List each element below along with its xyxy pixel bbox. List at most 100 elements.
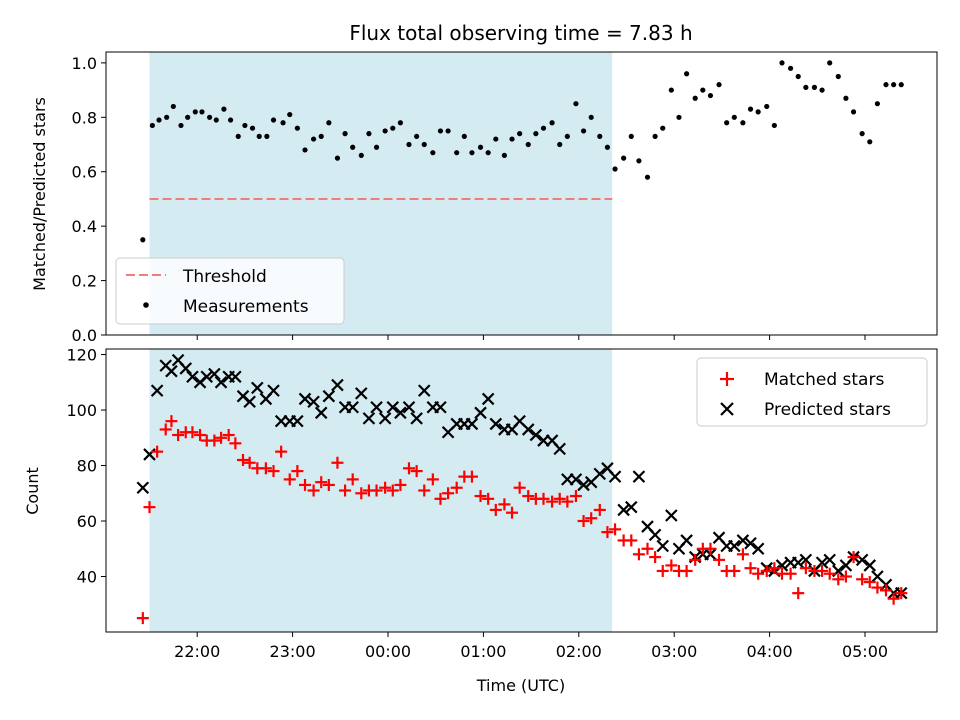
matched-point [394, 478, 407, 491]
measurement-point [185, 114, 191, 120]
matched-point [355, 487, 368, 500]
legend-measurements-label: Measurements [183, 297, 309, 317]
predicted-point [136, 481, 150, 495]
measurement-point [676, 114, 682, 120]
matched-point [186, 426, 199, 439]
measurement-point [326, 120, 332, 126]
matched-point [799, 562, 812, 575]
legend-predicted-swatch [720, 402, 734, 416]
predicted-point [665, 509, 678, 522]
measurement-point [406, 141, 412, 148]
matched-point [465, 470, 478, 483]
predicted-point [402, 400, 416, 414]
bottom-y-ticks: 40 60 80 100 120 [66, 346, 106, 587]
measurement-point [310, 136, 317, 142]
matched-point [450, 481, 463, 494]
measurement-point [256, 133, 262, 139]
matched-point [736, 548, 749, 561]
predicted-point [243, 395, 256, 408]
matched-point [172, 429, 185, 442]
matched-point [386, 484, 399, 497]
measurement-point [270, 117, 277, 123]
matched-point [331, 456, 344, 469]
matched-point [151, 445, 164, 458]
matched-point [752, 567, 765, 580]
measurement-point [294, 125, 300, 131]
x-tick-label: 01:00 [460, 642, 506, 661]
matched-point [713, 553, 726, 566]
predicted-point [150, 384, 164, 397]
measurement-point [437, 128, 444, 134]
y-tick-label: 0.8 [72, 108, 97, 127]
predicted-point [569, 473, 583, 486]
predicted-point [314, 406, 328, 420]
measurement-point [883, 82, 889, 88]
matched-point [379, 481, 392, 494]
measurement-point [859, 131, 865, 137]
matched-point [887, 592, 900, 605]
measurement-point [477, 144, 484, 150]
matched-point [585, 512, 598, 525]
measurement-point [235, 133, 241, 139]
measurement-point [707, 92, 714, 99]
predicted-point [322, 389, 336, 403]
measurement-point [898, 82, 904, 88]
measurement-point [501, 152, 507, 159]
x-tick-label: 23:00 [270, 642, 316, 661]
measurement-point [668, 87, 674, 93]
measurement-point [358, 152, 364, 159]
measurement-point [517, 131, 523, 137]
matched-point [649, 551, 662, 564]
measurement-point [207, 114, 213, 120]
measurement-point [636, 158, 642, 164]
measurement-point [414, 133, 420, 139]
matched-point [553, 492, 566, 505]
predicted-point [736, 534, 750, 547]
legend-matched-swatch [720, 372, 734, 386]
measurement-point [373, 144, 380, 150]
measurement-point [382, 128, 388, 134]
x-tick-label: 03:00 [651, 642, 697, 661]
predicted-point [799, 553, 813, 567]
matched-point [728, 564, 741, 577]
measurement-point [170, 103, 176, 110]
measurement-point [469, 150, 475, 156]
measurement-point [178, 122, 184, 129]
measurement-point [350, 144, 356, 150]
predicted-point [863, 559, 877, 572]
predicted-point [617, 503, 630, 517]
matched-point [498, 498, 511, 511]
measurement-point [747, 106, 754, 112]
matched-point [482, 492, 495, 505]
measurement-point [213, 117, 219, 123]
predicted-point [179, 362, 193, 375]
matched-point [143, 501, 156, 514]
measurement-point [280, 120, 286, 126]
measurement-point [493, 136, 499, 142]
matched-point [879, 584, 892, 597]
measurement-point [843, 95, 849, 101]
x-tick-label: 00:00 [365, 642, 411, 661]
matched-point [339, 484, 352, 497]
matched-point [601, 526, 614, 539]
measurement-point [597, 133, 603, 139]
measurement-point [684, 71, 690, 77]
legend-matched-label: Matched stars [764, 370, 884, 390]
matched-point [410, 465, 423, 478]
measurement-point [192, 109, 198, 115]
predicted-point [577, 478, 590, 492]
y-tick-label: 1.0 [72, 54, 97, 73]
matched-point [442, 487, 455, 500]
matched-point [832, 573, 845, 586]
matched-point [680, 564, 693, 577]
measurement-point [771, 122, 777, 129]
matched-point [370, 484, 383, 497]
top-panel: Flux total observing time = 7.83 h 0.00.… [30, 21, 938, 345]
matched-point [863, 576, 876, 589]
measurement-point [779, 60, 785, 66]
matched-point [346, 473, 359, 486]
bottom-axes-frame [105, 348, 938, 633]
measurement-point [628, 133, 634, 139]
matched-point [267, 465, 280, 478]
